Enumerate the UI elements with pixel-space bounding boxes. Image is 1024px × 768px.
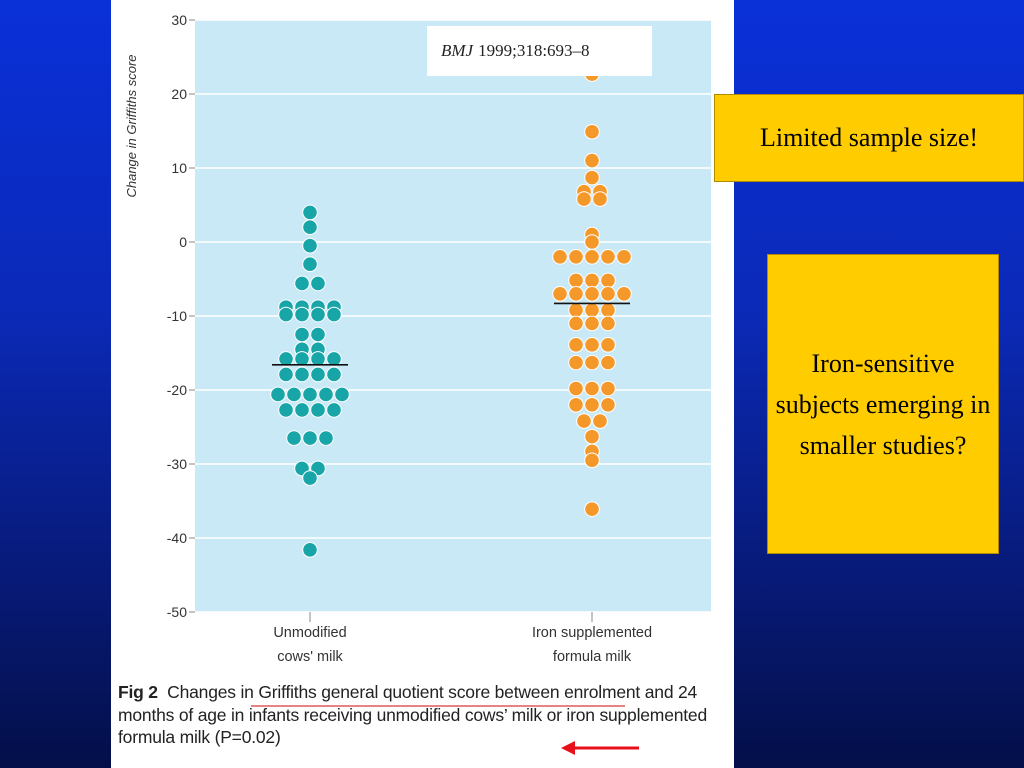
- callout-limited-text: Limited sample size!: [759, 123, 979, 152]
- y-tick-label: 30: [171, 12, 187, 28]
- data-point: [600, 286, 616, 302]
- data-point: [302, 430, 318, 446]
- data-point: [600, 248, 616, 265]
- y-tick-label: -50: [167, 604, 187, 620]
- y-tick-label: 20: [171, 86, 187, 102]
- citation-text: 1999;318:693–8: [478, 41, 590, 60]
- data-point: [318, 386, 334, 403]
- callout-iron-text: Iron-sensitive subjects emerging in smal…: [775, 348, 991, 460]
- figure-caption: Fig 2 Changes in Griffiths general quoti…: [118, 681, 728, 749]
- data-point: [592, 191, 608, 207]
- y-tick-label: -10: [167, 308, 187, 324]
- data-point: [568, 286, 584, 302]
- callout-limited-sample: Limited sample size!: [714, 94, 1024, 182]
- data-point: [568, 380, 584, 397]
- data-point: [278, 306, 294, 323]
- data-point: [270, 386, 286, 403]
- data-point: [568, 315, 584, 332]
- caption-label: Fig 2: [118, 682, 158, 702]
- data-point: [310, 402, 326, 418]
- figure-panel: 30 20 10 0 -10 -20 -30 -40 -50 Change in Griffith…: [111, 0, 734, 768]
- x-category-label: cows' milk: [277, 649, 343, 665]
- data-point: [294, 402, 310, 418]
- dot-plot: 30 20 10 0 -10 -20 -30 -40 -50 Change in Griffith…: [124, 12, 711, 665]
- data-point: [584, 286, 600, 302]
- data-point: [568, 337, 584, 353]
- data-point: [568, 248, 584, 265]
- data-point: [584, 315, 600, 332]
- y-tick-label: -20: [167, 382, 187, 398]
- data-point: [600, 315, 616, 332]
- data-point: [616, 248, 632, 265]
- journal-name: BMJ: [441, 41, 474, 60]
- x-category-label: Iron supplemented: [532, 625, 652, 641]
- caption-underlined-text: Griffiths general quotient score between…: [258, 682, 584, 702]
- data-point: [584, 354, 600, 371]
- data-point: [568, 354, 584, 371]
- y-axis-label: Change in Griffiths score: [124, 54, 139, 197]
- data-point: [600, 354, 616, 371]
- data-point: [568, 397, 584, 413]
- data-point: [310, 306, 326, 323]
- data-point: [576, 413, 592, 429]
- data-point: [326, 306, 342, 323]
- data-point: [294, 366, 310, 383]
- y-tick-label: -30: [167, 456, 187, 472]
- data-point: [592, 413, 608, 429]
- data-point: [310, 351, 326, 367]
- data-point: [326, 366, 342, 383]
- data-point: [278, 366, 294, 383]
- citation-box: BMJ 1999;318:693–8: [427, 26, 652, 76]
- data-point: [584, 397, 600, 413]
- y-tick-label: -40: [167, 530, 187, 546]
- data-point: [302, 470, 318, 486]
- caption-text-end: rolment and 24 months of age in infants …: [118, 682, 707, 747]
- underline-mark: [251, 705, 639, 755]
- data-point: [584, 501, 600, 517]
- x-category-label: Unmodified: [273, 625, 346, 641]
- y-tick-label: 0: [179, 234, 187, 250]
- data-point: [302, 219, 318, 235]
- data-point: [294, 306, 310, 323]
- data-point: [326, 351, 342, 367]
- red-arrow-icon: [561, 741, 639, 755]
- data-point: [584, 380, 600, 397]
- data-point: [278, 351, 294, 367]
- data-point: [600, 397, 616, 413]
- data-point: [318, 430, 334, 446]
- data-point: [552, 286, 568, 302]
- data-point: [326, 402, 342, 418]
- data-point: [294, 351, 310, 367]
- data-point: [310, 366, 326, 383]
- data-point: [334, 386, 350, 403]
- data-point: [552, 248, 568, 265]
- data-point: [302, 237, 318, 254]
- data-point: [584, 248, 600, 265]
- data-point: [584, 337, 600, 353]
- data-point: [302, 386, 318, 403]
- data-point: [302, 256, 318, 273]
- data-point: [600, 337, 616, 353]
- data-point: [616, 286, 632, 302]
- caption-text-start: Changes in: [167, 682, 259, 702]
- data-point: [584, 152, 600, 169]
- data-point: [310, 275, 326, 292]
- data-point: [584, 169, 600, 186]
- data-point: [278, 402, 294, 418]
- x-category-label: formula milk: [553, 649, 632, 665]
- data-point: [286, 386, 302, 403]
- data-point: [294, 275, 310, 292]
- data-point: [286, 430, 302, 446]
- data-point: [576, 191, 592, 207]
- callout-iron-sensitive: Iron-sensitive subjects emerging in smal…: [767, 254, 999, 554]
- data-point: [302, 542, 318, 558]
- data-point: [600, 380, 616, 397]
- data-point: [584, 123, 600, 140]
- y-tick-label: 10: [171, 160, 187, 176]
- data-point: [584, 452, 600, 469]
